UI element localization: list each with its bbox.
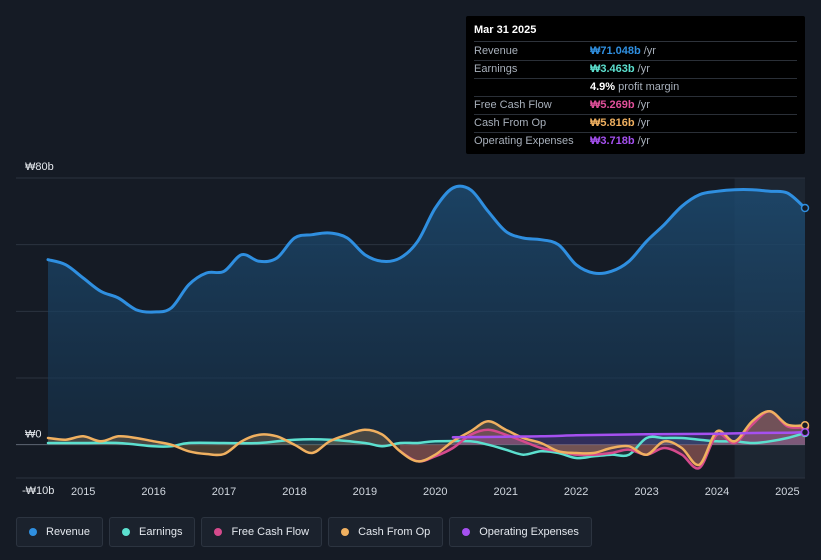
tooltip-value: ₩5.269b [590,99,635,111]
tooltip-label: Earnings [474,63,518,75]
x-tick-label: 2020 [423,486,447,498]
x-tick-label: 2017 [212,486,236,498]
tooltip-unit: /yr [637,63,650,75]
legend-item-free-cash-flow[interactable]: Free Cash Flow [201,517,323,547]
legend-dot-icon [214,528,223,536]
legend-dot-icon [122,528,131,536]
tooltip-label: Operating Expenses [474,135,574,147]
free-cash-flow-line [398,410,807,470]
tooltip-date: Mar 31 2025 [474,22,797,42]
x-axis-labels: 2015 2016 2017 2018 2019 2020 2021 2022 2023 2024… [71,486,800,498]
legend-label: Revenue [46,526,91,538]
cash-from-op-endpoint [800,421,810,430]
tooltip-row: Cash From Op ₩5.816b/yr [474,115,797,133]
legend-label: Operating Expenses [479,526,579,538]
tooltip-value: ₩5.816b [590,117,635,129]
tooltip-unit: /yr [643,45,656,57]
y-tick-label: ₩80b [25,161,54,173]
tooltip-label: Revenue [474,45,519,57]
series-endpoints [800,203,810,438]
tooltip-row: Revenue ₩71.048b/yr [474,43,797,61]
y-axis-labels: ₩80b ₩0 -₩10b [22,161,54,497]
legend-label: Earnings [139,526,183,538]
y-tick-label: ₩0 [25,429,42,441]
legend-item-revenue[interactable]: Revenue [16,517,104,547]
earnings-line [46,431,807,460]
legend-dot-icon [29,528,37,536]
series-areas [48,186,805,469]
legend-item-operating-expenses[interactable]: Operating Expenses [449,517,592,547]
x-tick-label: 2018 [282,486,306,498]
free-cash-flow-area [400,411,805,469]
tooltip-unit: /yr [637,117,650,129]
tooltip-unit: profit margin [618,81,680,93]
x-tick-label: 2025 [775,486,799,498]
series-lines [46,184,807,470]
legend: Revenue Earnings Free Cash Flow Cash From O… [16,517,592,547]
operating-expenses-endpoint [800,428,810,437]
cash-from-op-line [46,410,807,467]
tooltip-row: Operating Expenses ₩3.718b/yr [474,133,797,150]
x-tick-label: 2024 [705,486,729,498]
tooltip-row: Earnings ₩3.463b/yr [474,61,797,79]
tooltip-unit: /yr [637,135,650,147]
legend-dot-icon [462,528,471,536]
tooltip-label: Cash From Op [474,117,547,129]
legend-item-cash-from-op[interactable]: Cash From Op [328,517,444,547]
tooltip-row: 4.9% profit margin [474,79,797,97]
legend-item-earnings[interactable]: Earnings [109,517,196,547]
tooltip-value: 4.9% [590,81,616,93]
legend-label: Cash From Op [358,526,431,538]
x-tick-label: 2023 [634,486,658,498]
x-tick-label: 2021 [493,486,517,498]
tooltip-value: ₩3.463b [590,63,635,75]
x-tick-label: 2019 [353,486,377,498]
tooltip-label: Free Cash Flow [474,99,552,111]
tooltip-label [474,79,590,96]
tooltip-row: Free Cash Flow ₩5.269b/yr [474,97,797,115]
operating-expenses-line [451,431,807,439]
legend-label: Free Cash Flow [231,526,310,538]
revenue-line [46,184,807,314]
tooltip-value: ₩3.718b [590,135,635,147]
x-tick-label: 2016 [141,486,165,498]
tooltip-value: ₩71.048b [590,45,641,57]
tooltip-unit: /yr [637,99,650,111]
cash-from-op-area [48,411,805,466]
y-tick-label: -₩10b [22,485,54,497]
x-tick-label: 2022 [564,486,588,498]
revenue-endpoint [800,203,810,213]
tooltip: Mar 31 2025 Revenue ₩71.048b/yr Earnings ₩3… [466,16,805,154]
legend-dot-icon [341,528,350,536]
x-tick-label: 2015 [71,486,95,498]
revenue-area [48,186,805,445]
